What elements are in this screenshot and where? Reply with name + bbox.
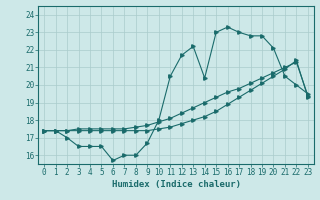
X-axis label: Humidex (Indice chaleur): Humidex (Indice chaleur)	[111, 180, 241, 189]
